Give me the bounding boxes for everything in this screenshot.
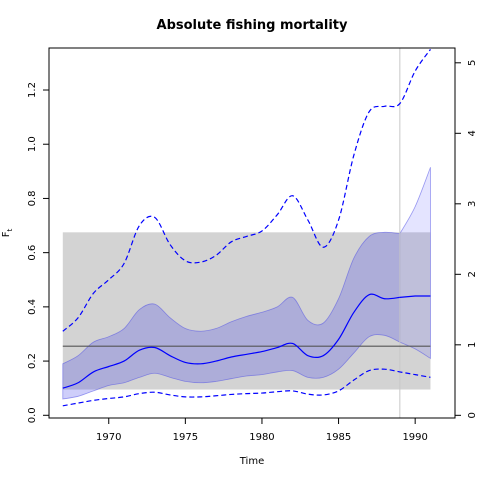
- series-line-2: [399, 295, 431, 298]
- y-tick-label-3: 0.6: [27, 245, 38, 261]
- x-tick-label-1980: 1980: [249, 432, 274, 443]
- x-tick-label-1970: 1970: [96, 432, 121, 443]
- chart-title: Absolute fishing mortality: [157, 18, 348, 33]
- y-right-tick-label-2: 2: [467, 271, 478, 277]
- plot-area: [62, 48, 431, 418]
- series-line-1: [62, 293, 400, 389]
- x-axis-label: Time: [239, 456, 264, 467]
- y-tick-label-4: 0.8: [27, 190, 38, 206]
- series-line-3: [62, 49, 431, 332]
- y-axis-label-main: F: [1, 231, 12, 237]
- y-tick-label-5: 1.0: [27, 136, 38, 152]
- x-tick-label-1990: 1990: [402, 432, 427, 443]
- y-right-tick-label-4: 4: [467, 130, 478, 136]
- series-line-4: [62, 368, 431, 407]
- plot-frame: [48, 47, 456, 419]
- y-axis-label: Ft: [1, 228, 14, 237]
- y-tick-label-1: 0.2: [27, 353, 38, 369]
- y-axis-label-subscript: t: [6, 228, 14, 231]
- y-right-tick-label-1: 1: [467, 342, 478, 348]
- y-right-tick-label-3: 3: [467, 201, 478, 207]
- x-tick-label-1975: 1975: [173, 432, 198, 443]
- projection-band: [399, 167, 431, 360]
- y-right-tick-label-5: 5: [467, 60, 478, 66]
- axes: 1970 1975 1980 1985 1990 0.0 0.2 0.4 0.6 0.8 1.0 1.…: [27, 60, 478, 443]
- reference-grey-band: [62, 232, 431, 390]
- y-tick-label-2: 0.4: [27, 299, 38, 315]
- x-tick-label-1985: 1985: [326, 432, 351, 443]
- y-tick-label-6: 1.2: [27, 82, 38, 98]
- y-tick-label-0: 0.0: [27, 407, 38, 423]
- y-right-tick-label-0: 0: [467, 412, 478, 418]
